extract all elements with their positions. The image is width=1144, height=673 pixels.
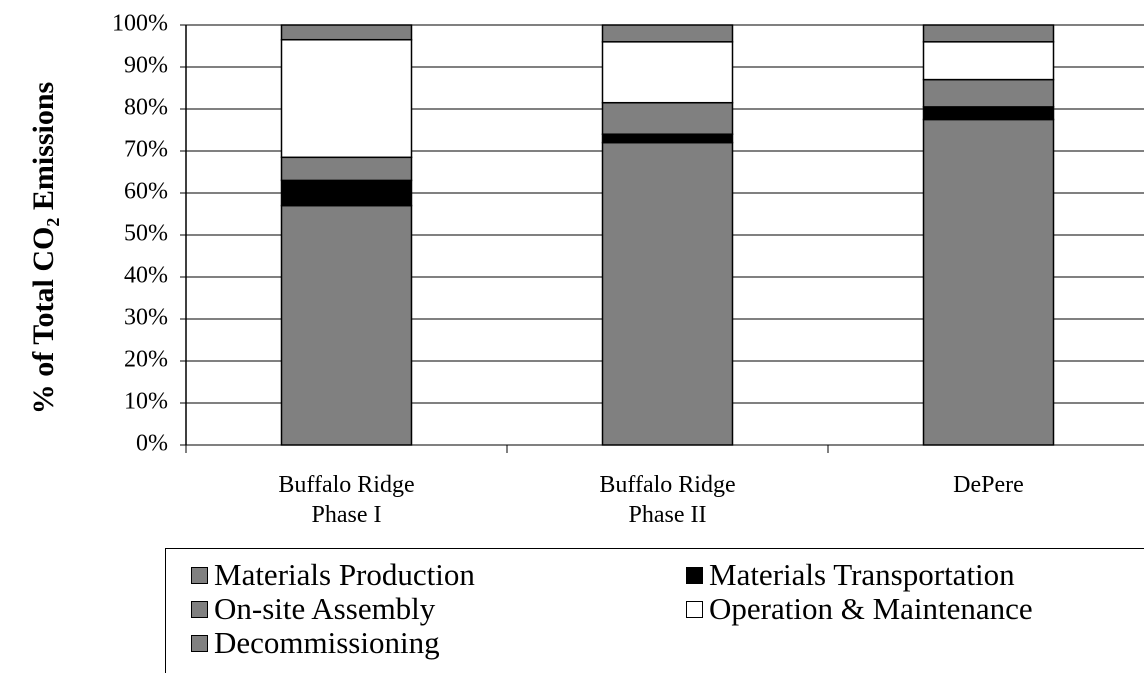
- legend-item: Materials Transportation: [686, 557, 1015, 593]
- y-tick-label: 20%: [124, 347, 168, 373]
- legend: Materials Production Materials Transporta…: [165, 548, 1144, 673]
- y-tick-label: 30%: [124, 305, 168, 331]
- y-tick-label: 40%: [124, 263, 168, 289]
- y-tick-label: 50%: [124, 221, 168, 247]
- y-tick-label: 90%: [124, 53, 168, 79]
- legend-label: Operation & Maintenance: [709, 591, 1033, 626]
- bar-segment: [601, 101, 734, 135]
- x-tick-label: Buffalo Ridge Phase II: [599, 472, 736, 528]
- legend-swatch: [191, 566, 208, 584]
- y-tick-label: 0%: [136, 431, 168, 457]
- legend-label: Decommissioning: [214, 625, 440, 660]
- bar-segment: [601, 141, 734, 446]
- bar-segment: [601, 41, 734, 104]
- legend-label: On-site Assembly: [214, 591, 436, 626]
- x-tick-label: DePere: [953, 472, 1024, 498]
- bar-segment: [922, 24, 1055, 43]
- bar-segment: [922, 78, 1055, 108]
- bar-segment: [280, 156, 413, 182]
- y-tick-label: 100%: [112, 11, 168, 37]
- legend-label: Materials Transportation: [709, 557, 1015, 592]
- legend-swatch: [191, 634, 208, 652]
- bar-segment: [280, 38, 413, 159]
- legend-item: Materials Production: [191, 557, 475, 593]
- bar-segment: [280, 24, 413, 41]
- bar-segment: [922, 106, 1055, 121]
- bar-segment: [280, 179, 413, 207]
- bar-segment: [922, 118, 1055, 446]
- y-tick-label: 10%: [124, 389, 168, 415]
- bar-segment: [601, 24, 734, 43]
- legend-label: Materials Production: [214, 557, 475, 592]
- y-tick-label: 60%: [124, 179, 168, 205]
- legend-item: On-site Assembly: [191, 591, 435, 627]
- legend-item: Operation & Maintenance: [686, 591, 1033, 627]
- legend-swatch: [686, 566, 703, 584]
- y-tick-label: 80%: [124, 95, 168, 121]
- bar-segment: [280, 204, 413, 446]
- y-tick-label: 70%: [124, 137, 168, 163]
- x-tick-label: Buffalo Ridge Phase I: [278, 472, 415, 528]
- legend-swatch: [686, 600, 703, 618]
- bar-segment: [922, 41, 1055, 81]
- legend-swatch: [191, 600, 208, 618]
- y-axis-title: % of Total CO₂ Emissions: [27, 82, 60, 414]
- bar-segment: [601, 133, 734, 144]
- legend-item: Decommissioning: [191, 625, 440, 661]
